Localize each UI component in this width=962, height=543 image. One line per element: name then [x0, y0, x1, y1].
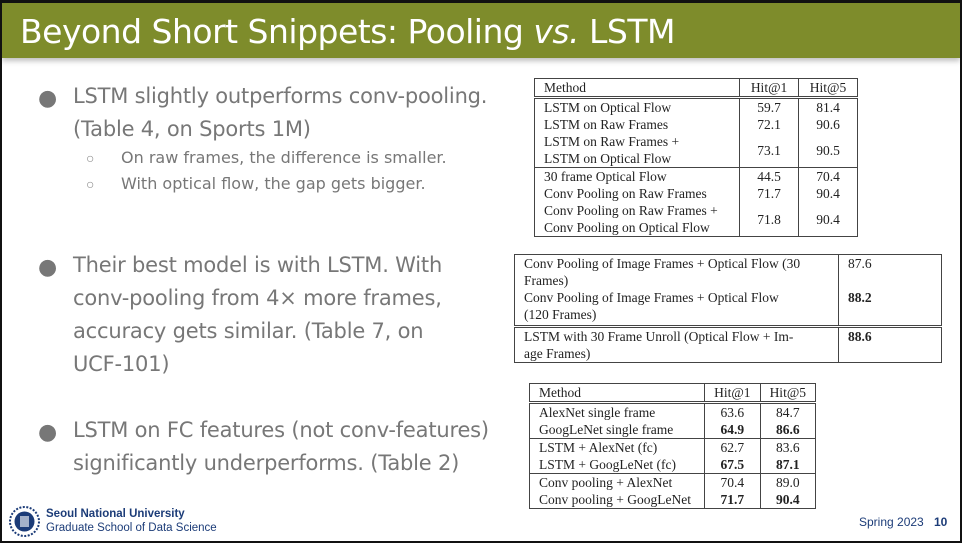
- bullet-text: conv-pooling from 4× more frames,: [73, 286, 442, 310]
- bullet-text: accuracy gets similar. (Table 7, on: [73, 319, 424, 343]
- table-row: 30 frame Optical Flow 44.5 70.4: [533, 167, 858, 185]
- table-4: Method Hit@1 Hit@5 LSTM on Optical Flow 59.…: [533, 78, 858, 237]
- page-number: 10: [934, 515, 948, 529]
- sub-bullet-text: With optical flow, the gap gets bigger.: [121, 174, 426, 193]
- school-name: Graduate School of Data Science: [46, 522, 217, 534]
- table-row: Conv Pooling on Raw Frames 71.7 90.4: [533, 185, 858, 202]
- table-row: LSTM + GoogLeNet (fc) 67.5 87.1: [528, 456, 817, 474]
- table-row: Conv Pooling of Image Frames + Optical F…: [514, 254, 942, 289]
- table-row: LSTM on Optical Flow 59.7 81.4: [533, 96, 858, 116]
- bullet-icon: ●: [38, 86, 58, 111]
- col-header: Hit@1: [704, 383, 761, 403]
- table-row: LSTM on Raw Frames + LSTM on Optical Flow…: [533, 133, 858, 168]
- table-row: Conv Pooling of Image Frames + Optical F…: [514, 289, 942, 327]
- semester: Spring 2023: [859, 515, 924, 529]
- table-row: LSTM + AlexNet (fc) 62.7 83.6: [528, 438, 817, 456]
- table-row: LSTM with 30 Frame Unroll (Optical Flow …: [514, 325, 942, 363]
- bullet-text: Their best model is with LSTM. With: [73, 253, 443, 277]
- title-bar: Beyond Short Snippets: Pooling vs. LSTM: [2, 3, 960, 58]
- table-7: Conv Pooling of Image Frames + Optical F…: [514, 254, 942, 363]
- bullet-text: (Table 4, on Sports 1M): [73, 117, 311, 141]
- table-row: GoogLeNet single frame 64.9 86.6: [528, 421, 817, 439]
- sub-bullet-text: On raw frames, the difference is smaller…: [121, 148, 447, 167]
- bullet-icon: ●: [38, 255, 58, 280]
- bullet-text: significantly underperforms. (Table 2): [73, 451, 460, 475]
- table-row: Conv Pooling on Raw Frames + Conv Pooling…: [533, 202, 858, 237]
- table-row: Conv pooling + GoogLeNet 71.7 90.4: [528, 491, 817, 509]
- table-2: Method Hit@1 Hit@5 AlexNet single frame 63.…: [528, 383, 817, 509]
- bullet-text: LSTM slightly outperforms conv-pooling.: [73, 84, 488, 108]
- table-row: LSTM on Raw Frames 72.1 90.6: [533, 116, 858, 133]
- bullet-text: LSTM on FC features (not conv-features): [73, 418, 489, 442]
- col-header: Hit@1: [739, 78, 800, 98]
- university-logo-icon: [9, 506, 40, 537]
- bullet-text: UCF-101): [73, 352, 170, 376]
- sub-bullet-icon: ○: [86, 150, 95, 166]
- bullet-icon: ●: [38, 420, 58, 445]
- col-header: Hit@5: [759, 383, 817, 403]
- col-header: Method: [528, 383, 706, 403]
- col-header: Method: [533, 78, 741, 98]
- university-name: Seoul National University: [46, 508, 185, 520]
- col-header: Hit@5: [798, 78, 858, 98]
- table-row: AlexNet single frame 63.6 84.7: [528, 401, 817, 421]
- sub-bullet-icon: ○: [86, 176, 95, 192]
- table-row: Conv pooling + AlexNet 70.4 89.0: [528, 473, 817, 491]
- slide-title: Beyond Short Snippets: Pooling vs. LSTM: [20, 12, 675, 51]
